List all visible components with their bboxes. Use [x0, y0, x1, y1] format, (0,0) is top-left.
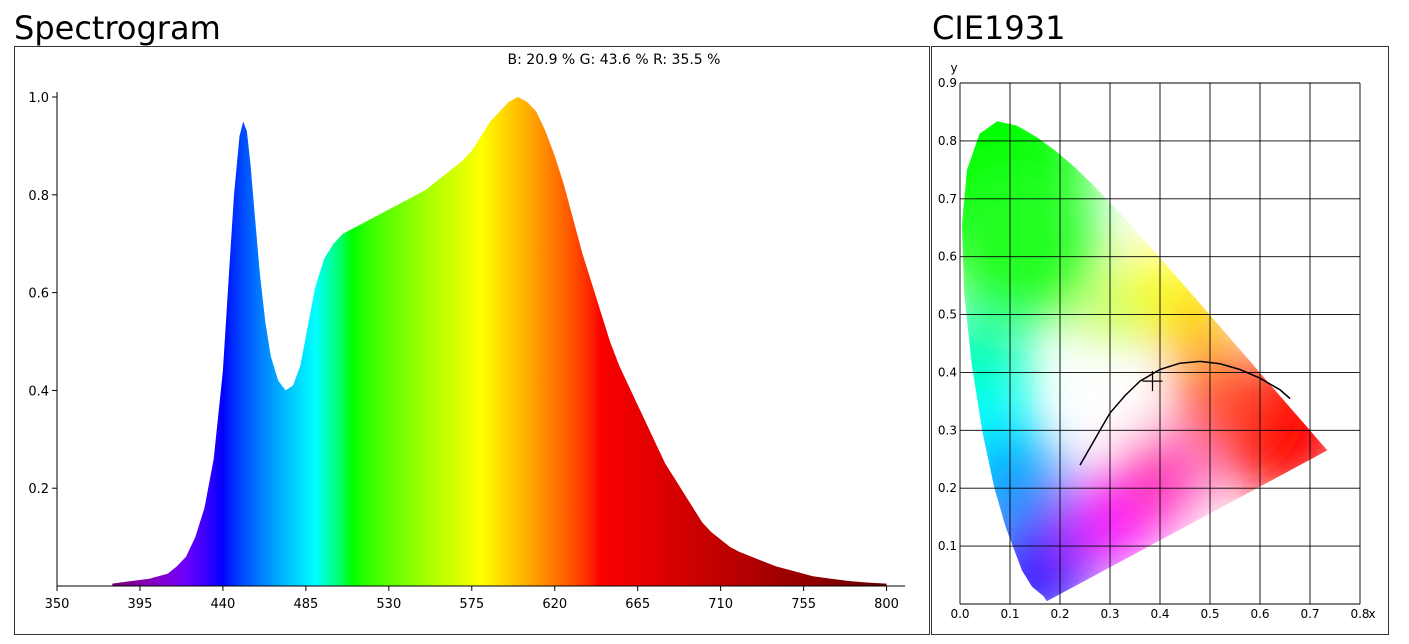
- spectrogram-title: Spectrogram: [14, 9, 221, 47]
- spectrum-area: [112, 97, 887, 586]
- y-tick-label: 0.7: [938, 192, 957, 206]
- cie-panel: 0.0 0.1 0.2 0.3 0.4 0.5 0.6 0.7 0.8 0.1 0.2 0.3 0.4 0…: [931, 46, 1389, 635]
- planckian-locus: [1079, 360, 1291, 466]
- cie-title: CIE1931: [932, 9, 1066, 47]
- y-tick-label: 0.2: [938, 481, 957, 495]
- y-tick-label: 0.9: [938, 76, 957, 90]
- x-tick-label: 0.7: [1300, 607, 1319, 621]
- cie-chart: 0.0 0.1 0.2 0.3 0.4 0.5 0.6 0.7 0.8 0.1 0.2 0.3 0.4 0…: [938, 61, 1376, 621]
- y-tick-label: 0.6: [938, 250, 957, 264]
- x-tick-label: 0.1: [1000, 607, 1019, 621]
- spectrogram-chart: 350 395 440 485 530 575 620 665 710 755 800 0.2 0.4 0…: [28, 52, 905, 612]
- x-tick-label: 395: [128, 597, 153, 612]
- y-tick-label: 0.4: [938, 365, 957, 379]
- x-tick-label: 0.8: [1350, 607, 1369, 621]
- rgb-summary: B: 20.9 % G: 43.6 % R: 35.5 %: [508, 52, 721, 68]
- x-tick-label: 665: [625, 597, 650, 612]
- x-tick-label: 440: [210, 597, 235, 612]
- y-tick-label: 0.4: [28, 384, 49, 399]
- x-tick-label: 620: [542, 597, 567, 612]
- chromaticity-point: [1142, 371, 1163, 392]
- x-tick-label: 485: [293, 597, 318, 612]
- spectrogram-panel: 350 395 440 485 530 575 620 665 710 755 800 0.2 0.4 0…: [14, 46, 930, 635]
- y-tick-label: 0.8: [938, 134, 957, 148]
- x-tick-label: 0.5: [1200, 607, 1219, 621]
- x-tick-label: 575: [459, 597, 484, 612]
- x-tick-label: 0.4: [1150, 607, 1169, 621]
- y-tick-label: 0.6: [28, 287, 49, 302]
- x-tick-label: 0.0: [950, 607, 969, 621]
- x-axis-label: x: [1368, 607, 1375, 621]
- y-tick-label: 0.1: [938, 539, 957, 553]
- y-tick-label: 0.2: [28, 482, 49, 497]
- y-tick-label: 1.0: [28, 91, 49, 106]
- x-tick-label: 0.6: [1250, 607, 1269, 621]
- y-tick-label: 0.8: [28, 189, 49, 204]
- x-tick-label: 530: [376, 597, 401, 612]
- x-tick-label: 800: [874, 597, 899, 612]
- x-tick-label: 0.2: [1050, 607, 1069, 621]
- x-tick-label: 755: [791, 597, 816, 612]
- x-tick-label: 0.3: [1100, 607, 1119, 621]
- y-tick-label: 0.5: [938, 308, 957, 322]
- x-tick-label: 710: [708, 597, 733, 612]
- y-axis-label: y: [950, 61, 957, 75]
- y-tick-label: 0.3: [938, 423, 957, 437]
- x-tick-label: 350: [45, 597, 70, 612]
